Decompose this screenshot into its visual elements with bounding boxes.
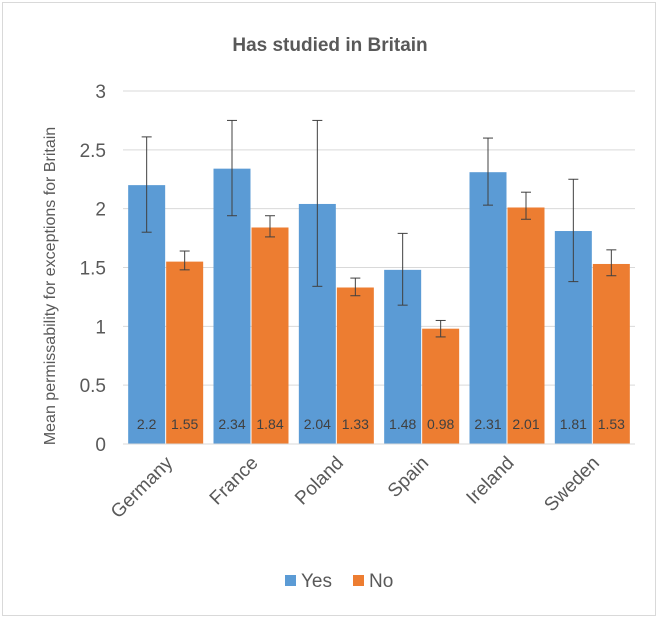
legend: Yes No <box>285 571 393 592</box>
y-axis-ticks: 0 0.5 1 1.5 2 2.5 3 <box>80 82 106 456</box>
category-label: Sweden <box>540 453 603 516</box>
y-tick-label: 1 <box>95 317 106 338</box>
category-labels: Germany France Poland Spain Ireland Sweden <box>107 452 604 522</box>
error-bars <box>141 119 617 338</box>
data-label: 1.81 <box>560 416 587 432</box>
data-label: 0.98 <box>427 416 454 432</box>
data-label: 2.04 <box>304 416 331 432</box>
category-label: Poland <box>291 453 348 510</box>
gridlines <box>123 90 635 445</box>
category-label: Germany <box>107 452 177 522</box>
category-label: France <box>206 453 263 510</box>
category-label: Spain <box>384 453 433 502</box>
data-label: 2.31 <box>474 416 501 432</box>
data-label: 1.33 <box>342 416 369 432</box>
legend-swatch-no <box>353 575 364 586</box>
y-tick-label: 3 <box>95 82 106 103</box>
data-label: 2.2 <box>137 416 157 432</box>
legend-swatch-yes <box>285 575 296 586</box>
data-label: 1.53 <box>598 416 625 432</box>
y-tick-label: 2 <box>95 200 106 221</box>
y-tick-label: 0 <box>95 435 106 456</box>
bars <box>128 168 630 444</box>
data-label: 1.84 <box>256 416 283 432</box>
bar-no-poland <box>336 287 374 444</box>
legend-label-no: No <box>369 571 393 592</box>
y-axis-label: Mean permissability for exceptions for B… <box>42 127 59 445</box>
bar-no-germany <box>166 261 204 444</box>
y-tick-label: 2.5 <box>80 141 106 162</box>
data-label: 1.48 <box>389 416 416 432</box>
data-labels: 2.2 1.55 2.34 1.84 2.04 1.33 1.48 0.98 2.31 2.01 1… <box>137 416 625 432</box>
bar-no-spain <box>422 328 460 444</box>
category-label: Ireland <box>463 453 519 509</box>
chart-title: Has studied in Britain <box>232 35 427 56</box>
y-tick-label: 1.5 <box>80 259 106 280</box>
data-label: 2.34 <box>218 416 245 432</box>
bar-no-france <box>251 227 289 444</box>
y-tick-label: 0.5 <box>80 376 106 397</box>
bar-yes-ireland <box>469 172 507 444</box>
legend-label-yes: Yes <box>301 571 332 592</box>
data-label: 2.01 <box>512 416 539 432</box>
bar-no-ireland <box>507 207 545 444</box>
data-label: 1.55 <box>171 416 198 432</box>
bar-no-sweden <box>592 263 630 444</box>
bar-chart: Has studied in Britain 0 0.5 1 1.5 2 2.5 3 Mea… <box>42 35 635 592</box>
